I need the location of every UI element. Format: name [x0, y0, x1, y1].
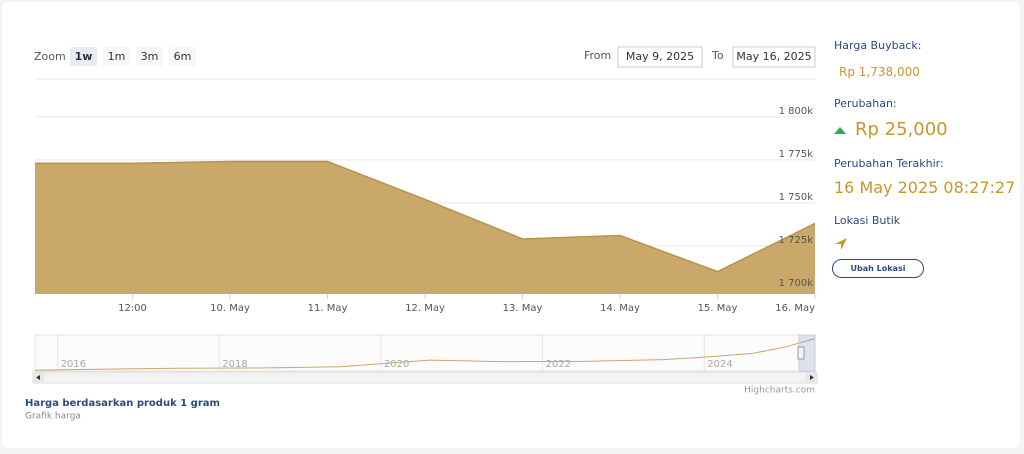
- up-arrow: [834, 127, 846, 134]
- y-tick-label: 1 775k: [779, 149, 814, 160]
- zoom-label: Zoom: [34, 50, 66, 63]
- location-label: Lokasi Butik: [834, 214, 901, 227]
- from-label: From: [584, 49, 611, 62]
- location-button[interactable]: Ubah Lokasi: [832, 259, 924, 278]
- zoom-button[interactable]: [103, 47, 130, 66]
- page: Zoom From May 9, 2025 To May 16, 2025 Hi…: [2, 2, 1020, 448]
- zoom-button-label[interactable]: 1m: [108, 50, 126, 63]
- y-tick-label: 1 725k: [779, 235, 814, 246]
- x-tick-label: 11. May: [308, 303, 348, 314]
- navigator-year-label: 2018: [222, 359, 247, 370]
- change-value: Rp 25,000: [855, 119, 948, 140]
- zoom-button[interactable]: [169, 47, 196, 66]
- y-tick-label: 1 700k: [779, 278, 814, 289]
- buyback-label: Harga Buyback:: [834, 39, 922, 52]
- navigator-line: [34, 338, 816, 371]
- x-tick-label: 12. May: [405, 303, 445, 314]
- zoom-button-label[interactable]: 3m: [141, 50, 159, 63]
- y-tick-label: 1 750k: [779, 192, 814, 203]
- navigator-year-label: 2024: [707, 359, 732, 370]
- buyback-value: Rp 1,738,000: [839, 65, 920, 79]
- navigator-year-label: 2022: [546, 359, 571, 370]
- last-value: 16 May 2025 08:27:27: [834, 178, 1016, 197]
- navigator-year-label: 2020: [384, 359, 409, 370]
- last-label: Perubahan Terakhir:: [834, 157, 944, 170]
- x-tick-label: 12:00: [118, 303, 147, 314]
- y-tick-label: 1 800k: [779, 106, 814, 117]
- scroll-arrow-right: [810, 375, 814, 380]
- note: Harga berdasarkan produk 1 gram: [25, 398, 220, 409]
- to-value[interactable]: May 16, 2025: [736, 50, 811, 63]
- to-label: To: [711, 49, 724, 62]
- navigator-year-label: 2016: [61, 359, 86, 370]
- credit: Highcharts.com: [744, 386, 815, 396]
- zoom-button-label[interactable]: 6m: [174, 50, 192, 63]
- zoom-button[interactable]: [136, 47, 163, 66]
- x-tick-label: 10. May: [210, 303, 250, 314]
- area-line: [35, 160, 816, 273]
- x-tick-label: 15. May: [698, 303, 738, 314]
- x-tick-label: 14. May: [600, 303, 640, 314]
- from-input[interactable]: [617, 46, 703, 68]
- navigator-grip: [797, 346, 805, 360]
- navigator-bg: [34, 334, 816, 372]
- scrollbar: [32, 371, 818, 384]
- zoom-button[interactable]: [70, 47, 97, 66]
- x-tick-label: 16. May: [775, 303, 815, 314]
- change-label: Perubahan:: [834, 97, 897, 110]
- scroll-arrow-left: [36, 375, 40, 380]
- to-input[interactable]: [732, 46, 816, 68]
- zoom-button-label[interactable]: 1w: [75, 50, 93, 63]
- x-tick-label: 13. May: [503, 303, 543, 314]
- subnote: Grafik harga: [25, 412, 81, 422]
- location-icon: [835, 238, 847, 250]
- from-value[interactable]: May 9, 2025: [626, 50, 694, 63]
- area: [35, 161, 815, 294]
